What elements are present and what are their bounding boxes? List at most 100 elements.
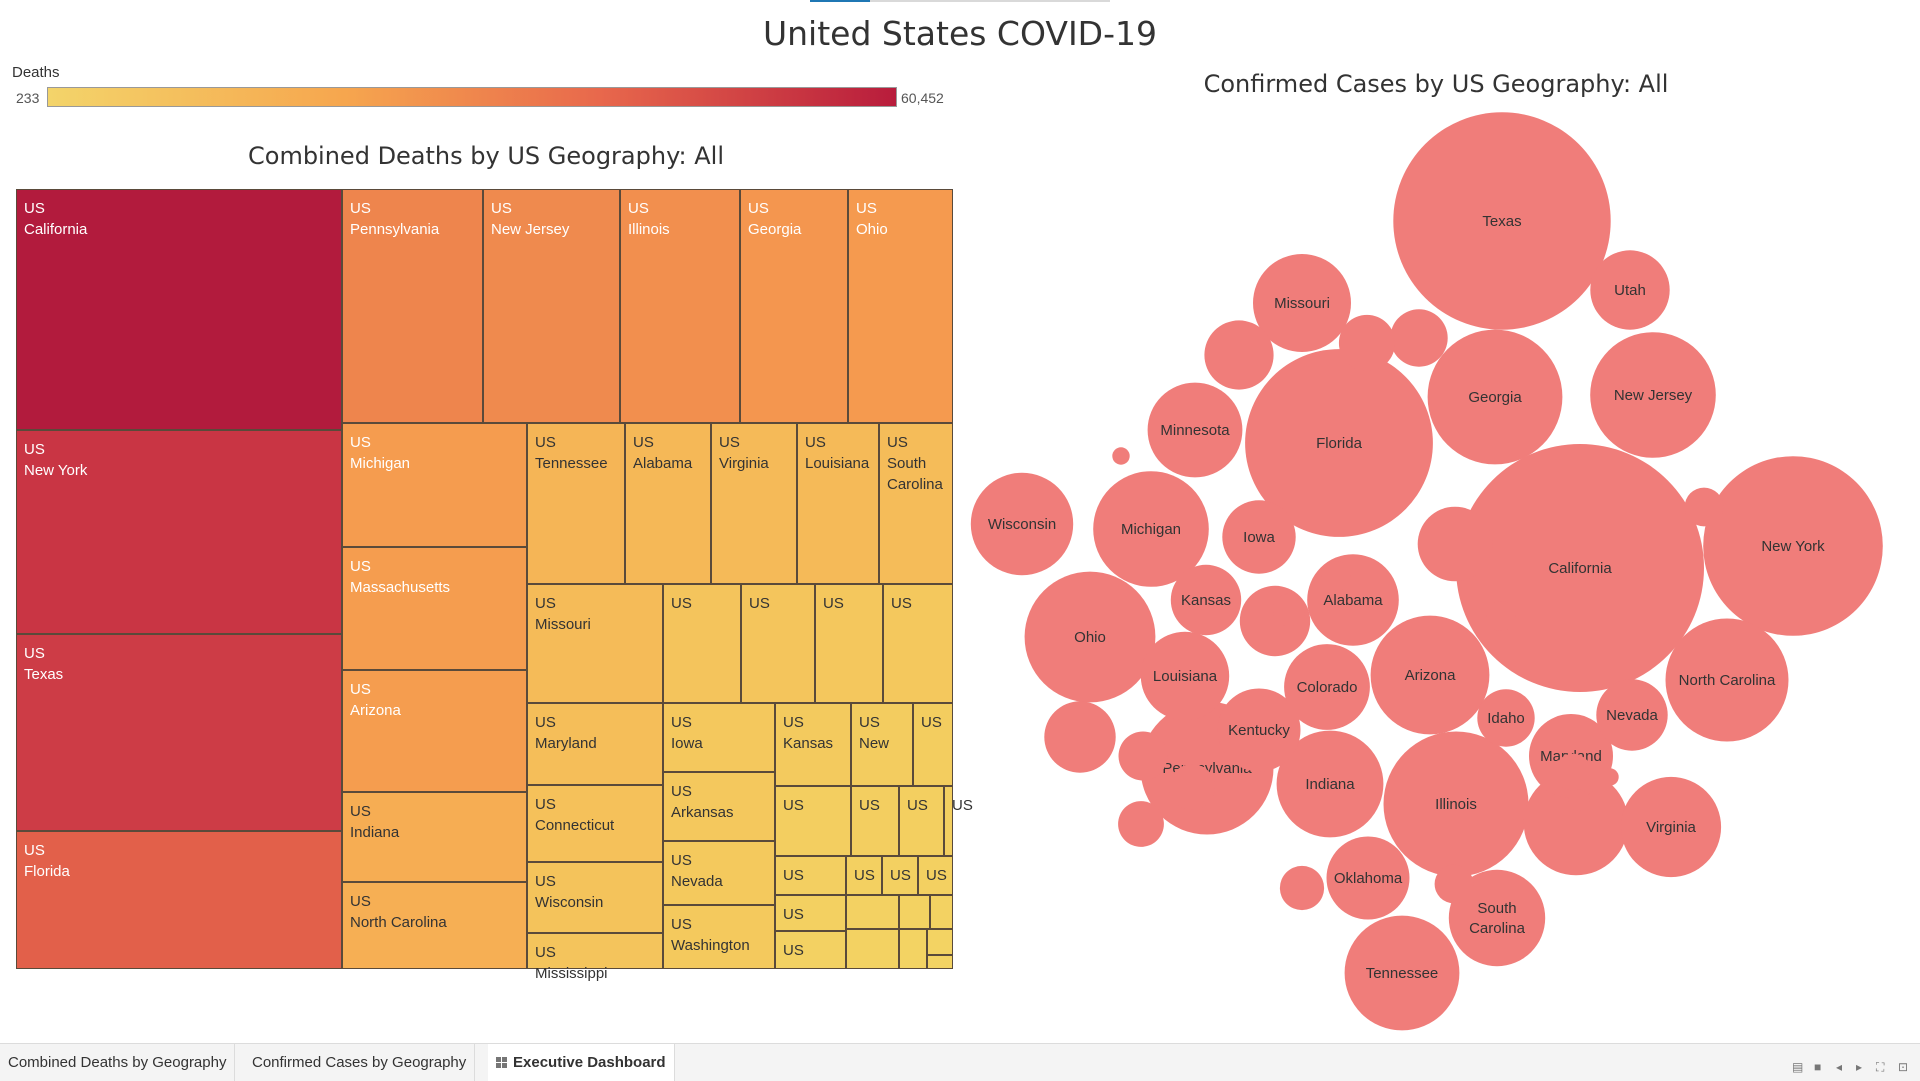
treemap-tile[interactable]: US: [741, 584, 815, 703]
bubble-new-jersey[interactable]: [1590, 332, 1716, 458]
bubble[interactable]: [1390, 309, 1448, 367]
treemap-tile[interactable]: US: [663, 584, 741, 703]
treemap-tile[interactable]: [899, 895, 930, 929]
bubble-idaho[interactable]: [1477, 689, 1535, 747]
sheet-list-icon[interactable]: ▤: [1792, 1060, 1804, 1074]
bubble[interactable]: [1204, 320, 1274, 390]
bubble[interactable]: [1486, 601, 1516, 631]
bubble[interactable]: [1279, 865, 1325, 911]
treemap-tile[interactable]: US: [918, 856, 953, 895]
treemap-tile[interactable]: [846, 895, 899, 929]
treemap-tile-michigan[interactable]: US Michigan: [342, 423, 527, 547]
bubble[interactable]: [1684, 487, 1724, 527]
treemap-tile-kansas[interactable]: US Kansas: [775, 703, 851, 786]
tab-confirmed-cases[interactable]: Confirmed Cases by Geography: [244, 1044, 476, 1081]
treemap-tile-arkansas[interactable]: US Arkansas: [663, 772, 775, 841]
bubble[interactable]: [1568, 789, 1590, 811]
treemap-tile-alabama[interactable]: US Alabama: [625, 423, 711, 584]
treemap-tile[interactable]: US: [944, 786, 973, 856]
treemap-tile[interactable]: US: [882, 856, 918, 895]
bubble-iowa[interactable]: [1222, 500, 1296, 574]
treemap-tile-indiana[interactable]: US Indiana: [342, 792, 527, 882]
treemap-tile-missouri[interactable]: US Missouri: [527, 584, 663, 703]
bubble-kansas[interactable]: [1170, 564, 1242, 636]
treemap-tile[interactable]: [846, 929, 899, 969]
bubble[interactable]: [1118, 731, 1168, 781]
treemap-tile-washington[interactable]: US Washington: [663, 905, 775, 969]
next-sheet-icon[interactable]: ▸: [1856, 1060, 1863, 1074]
treemap-tile[interactable]: US: [846, 856, 882, 895]
bubble-michigan[interactable]: [1093, 471, 1209, 587]
treemap-tile-florida[interactable]: US Florida: [16, 831, 342, 969]
bubble-louisiana[interactable]: [1140, 631, 1230, 721]
treemap-tile-ohio[interactable]: US Ohio: [848, 189, 953, 423]
treemap-tile[interactable]: US: [913, 703, 953, 786]
treemap-tile[interactable]: US: [899, 786, 944, 856]
filmstrip-icon[interactable]: ■: [1814, 1060, 1822, 1074]
treemap-tile-pennsylvania[interactable]: US Pennsylvania: [342, 189, 483, 423]
treemap-tile-arizona[interactable]: US Arizona: [342, 670, 527, 792]
bubble-wisconsin[interactable]: [970, 472, 1074, 576]
bubble-kentucky[interactable]: [1217, 688, 1301, 772]
bubble[interactable]: [1434, 864, 1474, 904]
bubble-texas[interactable]: [1393, 112, 1611, 330]
bubble[interactable]: [1523, 770, 1629, 876]
treemap-tile-virginia[interactable]: US Virginia: [711, 423, 797, 584]
treemap-tile-california[interactable]: US California: [16, 189, 342, 430]
bubble-new-york[interactable]: [1703, 456, 1883, 636]
treemap-tile[interactable]: [899, 929, 927, 969]
treemap-tile-massachusetts[interactable]: US Massachusetts: [342, 547, 527, 670]
bubble[interactable]: [1338, 314, 1396, 372]
treemap-tile[interactable]: [927, 955, 953, 969]
treemap-tile[interactable]: US: [775, 895, 846, 931]
tab-executive-dashboard[interactable]: Executive Dashboard: [488, 1044, 675, 1081]
bubble[interactable]: [1601, 768, 1619, 786]
bubble-illinois[interactable]: [1383, 731, 1529, 877]
previous-sheet-icon[interactable]: ◂: [1836, 1060, 1843, 1074]
treemap-tile-illinois[interactable]: US Illinois: [620, 189, 740, 423]
bubble[interactable]: [1554, 753, 1592, 791]
bubble-south-carolina[interactable]: [1448, 869, 1546, 967]
bubble-ohio[interactable]: [1024, 571, 1156, 703]
treemap-tile-south-carolina[interactable]: US South Carolina: [879, 423, 953, 584]
treemap-tile-louisiana[interactable]: US Louisiana: [797, 423, 879, 584]
bubble-nevada[interactable]: [1596, 679, 1668, 751]
presentation-icon[interactable]: ⊡: [1898, 1060, 1909, 1074]
bubble-minnesota[interactable]: [1147, 382, 1243, 478]
treemap-tile-nevada[interactable]: US Nevada: [663, 841, 775, 905]
treemap-tile-maryland[interactable]: US Maryland: [527, 703, 663, 785]
legend-color-ramp[interactable]: [47, 87, 897, 107]
treemap-tile[interactable]: US: [775, 786, 851, 856]
bubble[interactable]: [1112, 447, 1130, 465]
bubble[interactable]: [1321, 561, 1351, 591]
bubble[interactable]: [1118, 801, 1164, 847]
bubble[interactable]: [1272, 593, 1306, 627]
treemap-tile-georgia[interactable]: US Georgia: [740, 189, 848, 423]
treemap-tile-new-jersey[interactable]: US New Jersey: [483, 189, 620, 423]
bubble[interactable]: [1169, 764, 1215, 810]
treemap-tile[interactable]: US: [775, 931, 846, 969]
tab-combined-deaths[interactable]: Combined Deaths by Geography: [0, 1044, 236, 1081]
treemap-tile-wisconsin[interactable]: US Wisconsin: [527, 862, 663, 933]
bubble-california[interactable]: [1456, 444, 1704, 692]
bubble-colorado[interactable]: [1284, 644, 1370, 730]
bubble-arizona[interactable]: [1370, 615, 1490, 735]
treemap-tile[interactable]: [930, 895, 953, 929]
treemap-tile-mississippi[interactable]: US Mississippi: [527, 933, 663, 982]
treemap-tile[interactable]: US: [775, 856, 846, 895]
treemap-tile-new-york[interactable]: US New York: [16, 430, 342, 634]
treemap-tile-iowa[interactable]: US Iowa: [663, 703, 775, 772]
bubble-indiana[interactable]: [1276, 730, 1384, 838]
treemap-tile[interactable]: [927, 929, 953, 955]
bubble-utah[interactable]: [1590, 250, 1670, 330]
bubble[interactable]: [1417, 506, 1493, 582]
bubble-florida[interactable]: [1245, 349, 1433, 537]
bubble-missouri[interactable]: [1253, 254, 1351, 352]
treemap-tile[interactable]: US: [883, 584, 953, 703]
treemap-tile[interactable]: US: [815, 584, 883, 703]
treemap-tile-north-carolina[interactable]: US North Carolina: [342, 882, 527, 969]
treemap-tile-tennessee[interactable]: US Tennessee: [527, 423, 625, 584]
bubble-tennessee[interactable]: [1344, 915, 1460, 1031]
treemap-tile[interactable]: US: [851, 786, 899, 856]
fullscreen-icon[interactable]: ⛶: [1876, 1060, 1885, 1074]
